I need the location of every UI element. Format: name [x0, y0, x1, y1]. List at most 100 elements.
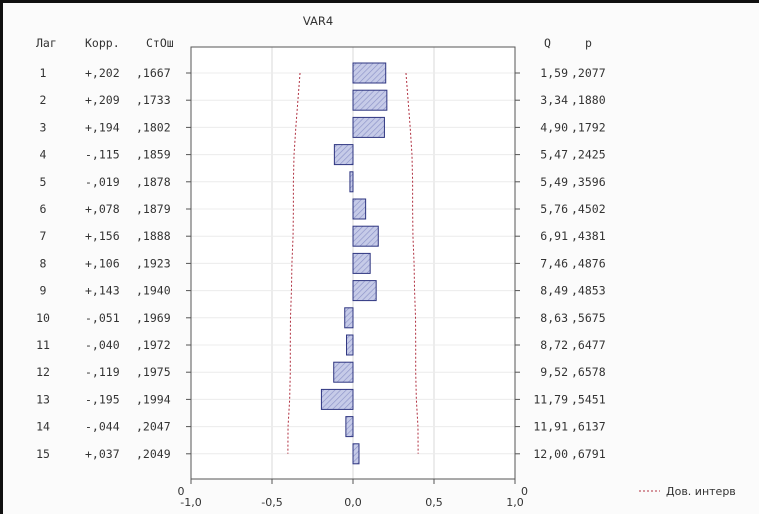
row-q-label: 3,34	[540, 93, 568, 107]
row-p-label: ,4502	[571, 202, 606, 216]
header-corr: Корр.	[85, 36, 120, 50]
row-p-label: ,6477	[571, 338, 606, 352]
row-se-label: ,1975	[136, 365, 171, 379]
row-corr-label: -,119	[85, 365, 120, 379]
x-tick-label: -1,0	[180, 496, 201, 509]
acf-bar	[345, 416, 354, 438]
row-corr-label: -,040	[85, 338, 120, 352]
bottom-zero-left: 0	[178, 485, 185, 498]
acf-bar	[346, 334, 354, 356]
row-q-label: 6,91	[540, 229, 568, 243]
row-se-label: ,1667	[136, 66, 171, 80]
row-lag-label: 9	[40, 284, 47, 298]
acf-bar	[352, 252, 371, 274]
header-p: p	[585, 36, 592, 50]
acf-bar	[352, 198, 367, 220]
row-p-label: ,3596	[571, 175, 606, 189]
row-q-label: 4,90	[540, 120, 568, 134]
row-se-label: ,1994	[136, 392, 171, 406]
x-tick-label: -0,5	[261, 496, 282, 509]
row-q-label: 8,49	[540, 284, 568, 298]
confidence-line-lower	[287, 72, 301, 454]
acf-bar	[352, 89, 388, 111]
row-lag-label: 2	[40, 93, 47, 107]
row-p-label: ,2425	[571, 148, 606, 162]
row-p-label: ,1792	[571, 120, 606, 134]
x-tick-label: 0,5	[425, 496, 443, 509]
row-q-label: 5,76	[540, 202, 568, 216]
acf-bar	[349, 171, 354, 193]
acf-bar	[333, 361, 354, 383]
row-lag-label: 1	[40, 66, 47, 80]
acf-chart: VAR4 Лаг Корр. СтОш Q p 0 0 Дов. интерв …	[36, 14, 736, 509]
row-lag-label: 5	[40, 175, 47, 189]
acf-bar	[352, 443, 360, 465]
row-lag-label: 3	[40, 120, 47, 134]
row-q-label: 9,52	[540, 365, 568, 379]
row-se-label: ,1923	[136, 256, 171, 270]
acf-bar	[352, 62, 387, 84]
x-tick-label: 0,0	[344, 496, 362, 509]
acf-bar	[352, 116, 385, 138]
acf-bar	[320, 388, 354, 410]
row-se-label: ,2049	[136, 447, 171, 461]
row-lag-label: 11	[36, 338, 50, 352]
row-q-label: 8,63	[540, 311, 568, 325]
row-corr-label: -,019	[85, 175, 120, 189]
acf-bar	[333, 144, 354, 166]
row-p-label: ,4381	[571, 229, 606, 243]
row-p-label: ,6791	[571, 447, 606, 461]
row-p-label: ,4876	[571, 256, 606, 270]
row-q-label: 5,47	[540, 148, 568, 162]
row-p-label: ,6578	[571, 365, 606, 379]
row-se-label: ,1879	[136, 202, 171, 216]
row-lag-label: 4	[40, 148, 47, 162]
row-q-label: 8,72	[540, 338, 568, 352]
x-tick-label: 1,0	[506, 496, 524, 509]
acf-bar	[352, 280, 377, 302]
row-p-label: ,1880	[571, 93, 606, 107]
row-se-label: ,1972	[136, 338, 171, 352]
row-se-label: ,1733	[136, 93, 171, 107]
row-corr-label: +,106	[85, 256, 120, 270]
row-se-label: ,1859	[136, 148, 171, 162]
header-lag: Лаг	[36, 36, 57, 50]
row-lag-label: 10	[36, 311, 50, 325]
confidence-line-upper	[405, 72, 419, 454]
row-se-label: ,2047	[136, 420, 171, 434]
row-q-label: 1,59	[540, 66, 568, 80]
row-q-label: 5,49	[540, 175, 568, 189]
row-se-label: ,1802	[136, 120, 171, 134]
row-lag-label: 12	[36, 365, 50, 379]
row-p-label: ,4853	[571, 284, 606, 298]
row-q-label: 11,79	[533, 392, 568, 406]
row-lag-label: 15	[36, 447, 50, 461]
chart-title: VAR4	[303, 14, 333, 28]
row-lag-label: 14	[36, 420, 50, 434]
row-q-label: 12,00	[533, 447, 568, 461]
row-se-label: ,1969	[136, 311, 171, 325]
acf-bar	[352, 225, 379, 247]
row-q-label: 11,91	[533, 420, 568, 434]
row-lag-label: 6	[40, 202, 47, 216]
row-corr-label: -,195	[85, 392, 120, 406]
row-se-label: ,1888	[136, 229, 171, 243]
row-corr-label: +,202	[85, 66, 120, 80]
row-p-label: ,6137	[571, 420, 606, 434]
row-q-label: 7,46	[540, 256, 568, 270]
bottom-zero-right: 0	[521, 485, 528, 498]
row-se-label: ,1878	[136, 175, 171, 189]
row-p-label: ,2077	[571, 66, 606, 80]
acf-bar	[344, 307, 354, 329]
row-corr-label: -,115	[85, 148, 120, 162]
row-lag-label: 7	[40, 229, 47, 243]
row-corr-label: -,051	[85, 311, 120, 325]
row-lag-label: 13	[36, 392, 50, 406]
header-q: Q	[544, 36, 551, 50]
row-se-label: ,1940	[136, 284, 171, 298]
row-corr-label: +,143	[85, 284, 120, 298]
row-corr-label: +,078	[85, 202, 120, 216]
legend-label: Дов. интерв	[666, 485, 736, 498]
row-corr-label: +,209	[85, 93, 120, 107]
